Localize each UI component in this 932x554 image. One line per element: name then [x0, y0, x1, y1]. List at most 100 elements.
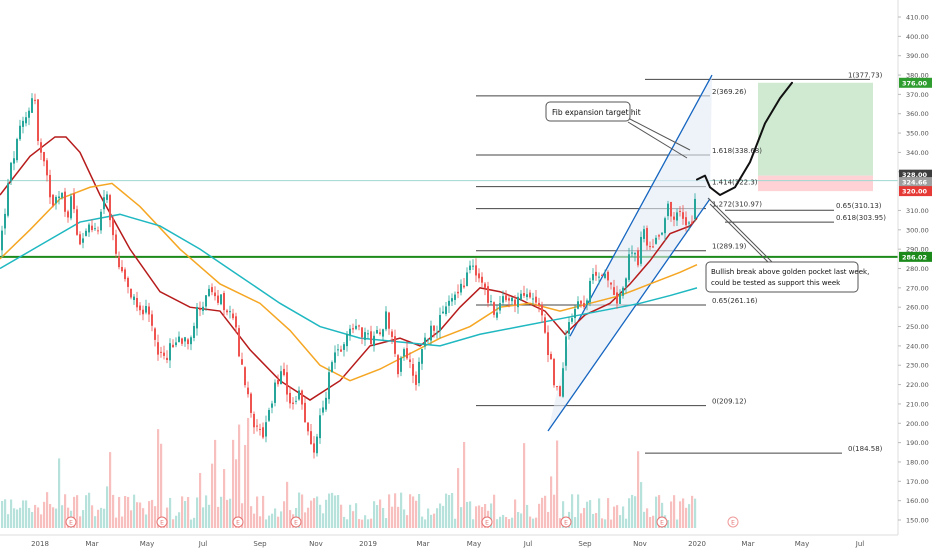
- candle-body: [691, 221, 693, 223]
- candle-body: [262, 427, 264, 438]
- volume-bar-217: [652, 515, 655, 528]
- volume-bar-51: [154, 506, 157, 528]
- candle-body: [145, 305, 147, 313]
- moving-averages: [0, 136, 698, 401]
- candle-body: [487, 286, 489, 303]
- price-tick-label-2: 390.00: [906, 52, 929, 60]
- volume-bar-212: [637, 451, 640, 528]
- event-label-4: E: [485, 520, 489, 527]
- candle-body: [643, 229, 645, 239]
- volume-bar-158: [475, 506, 478, 528]
- candle-body: [445, 306, 447, 315]
- candle-body: [202, 306, 204, 311]
- candle-body: [385, 311, 387, 330]
- volume-bar-37: [112, 494, 115, 528]
- candle-body: [232, 313, 234, 319]
- callout-2-line-1: Bullish break above golden pocket last w…: [711, 268, 869, 276]
- candle-body: [208, 288, 210, 297]
- volume-bar-186: [559, 518, 562, 528]
- volume-bar-135: [406, 515, 409, 528]
- candle-body: [268, 410, 270, 421]
- volume-bar-79: [238, 424, 241, 528]
- volume-bar-205: [616, 505, 619, 528]
- candle-body: [526, 294, 528, 298]
- candle-body: [181, 338, 183, 344]
- candle-body: [157, 342, 159, 355]
- candle-body: [58, 196, 60, 198]
- candle-body: [523, 293, 525, 296]
- price-axis[interactable]: 410.00 400.00 390.00 380.00 370.00 360.00 350.…: [897, 0, 932, 550]
- volume-bar-184: [553, 494, 556, 528]
- volume-bar-218: [655, 496, 658, 528]
- time-label-15: Jul: [855, 540, 865, 548]
- volume-bar-48: [145, 514, 148, 528]
- volume-bars: [1, 417, 697, 528]
- candle-body: [61, 192, 63, 198]
- candle-body: [466, 272, 468, 286]
- fib-label-6: 0.618(303.95): [836, 214, 886, 222]
- volume-bar-96: [289, 510, 292, 528]
- volume-bar-178: [535, 517, 538, 528]
- candle-body: [139, 305, 141, 311]
- candle-body: [85, 230, 87, 236]
- volume-bar-87: [262, 495, 265, 528]
- fib-label-3: 1.414(322.3): [712, 179, 758, 187]
- candle-body: [253, 413, 255, 428]
- candle-body: [640, 236, 642, 264]
- volume-bar-196: [589, 500, 592, 528]
- candle-body: [520, 293, 522, 300]
- volume-bar-190: [571, 494, 574, 528]
- fib-label-9: 0(209.12): [712, 398, 747, 406]
- price-tick-label-16: 240.00: [906, 342, 929, 350]
- volume-bar-161: [484, 504, 487, 528]
- volume-bar-133: [400, 492, 403, 528]
- volume-bar-92: [277, 516, 280, 528]
- volume-bar-44: [133, 494, 136, 528]
- time-label-14: May: [795, 540, 809, 548]
- volume-bar-114: [343, 516, 346, 528]
- volume-bar-100: [301, 494, 304, 528]
- candle-body: [316, 436, 318, 454]
- candle-body: [637, 250, 639, 266]
- volume-bar-32: [97, 509, 100, 528]
- candle-body: [613, 287, 615, 295]
- volume-bar-103: [310, 500, 313, 528]
- volume-bar-144: [433, 513, 436, 528]
- candle-body: [442, 311, 444, 314]
- target-zone: [758, 82, 873, 176]
- volume-bar-149: [448, 494, 451, 528]
- time-label-8: May: [467, 540, 481, 548]
- volume-bar-8: [25, 500, 28, 528]
- candle-body: [673, 216, 675, 220]
- event-marker-4: [481, 516, 493, 528]
- candle-body: [508, 298, 510, 301]
- candle-body: [73, 193, 75, 210]
- candle-body: [529, 292, 531, 298]
- event-marker-3: [290, 516, 302, 528]
- candle-body: [106, 194, 108, 200]
- volume-bar-193: [580, 513, 583, 528]
- volume-bar-39: [118, 496, 121, 528]
- candle-body: [154, 328, 156, 340]
- volume-bar-166: [499, 516, 502, 528]
- volume-bar-206: [619, 515, 622, 528]
- candle-body: [532, 298, 534, 300]
- time-axis[interactable]: 2018 Mar May Jul Sep Nov 2019 Mar May Jul Sep Nov 20…: [0, 534, 898, 548]
- candle-body: [658, 235, 660, 237]
- volume-bar-102: [307, 507, 310, 528]
- volume-bar-108: [325, 499, 328, 528]
- candle-body: [664, 218, 666, 234]
- candle-body: [28, 110, 30, 118]
- volume-bar-170: [511, 517, 514, 528]
- volume-bar-7: [22, 500, 25, 528]
- candle-body: [382, 329, 384, 337]
- volume-bar-136: [409, 494, 412, 528]
- volume-bar-131: [394, 493, 397, 528]
- candle-body: [628, 254, 630, 280]
- volume-bar-126: [379, 499, 382, 528]
- price-tick-label-15: 250.00: [906, 323, 929, 331]
- candle-body: [277, 380, 279, 385]
- candle-body: [577, 301, 579, 309]
- volume-bar-146: [439, 503, 442, 528]
